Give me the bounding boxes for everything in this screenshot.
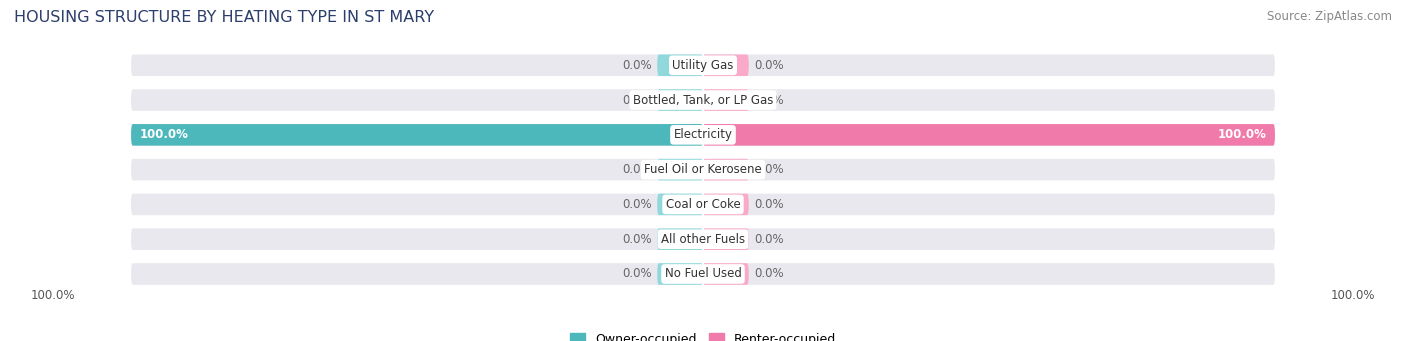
Text: 100.0%: 100.0% xyxy=(1218,128,1267,141)
Text: 100.0%: 100.0% xyxy=(1330,289,1375,302)
FancyBboxPatch shape xyxy=(131,89,703,111)
Text: 100.0%: 100.0% xyxy=(139,128,188,141)
FancyBboxPatch shape xyxy=(131,124,703,146)
Text: 0.0%: 0.0% xyxy=(621,59,651,72)
FancyBboxPatch shape xyxy=(703,55,1275,76)
FancyBboxPatch shape xyxy=(703,159,749,180)
Legend: Owner-occupied, Renter-occupied: Owner-occupied, Renter-occupied xyxy=(565,328,841,341)
FancyBboxPatch shape xyxy=(703,263,1275,285)
FancyBboxPatch shape xyxy=(703,89,1275,111)
Text: 100.0%: 100.0% xyxy=(31,289,76,302)
FancyBboxPatch shape xyxy=(703,55,749,76)
FancyBboxPatch shape xyxy=(657,159,703,180)
Text: Bottled, Tank, or LP Gas: Bottled, Tank, or LP Gas xyxy=(633,93,773,106)
FancyBboxPatch shape xyxy=(657,194,703,215)
Text: Utility Gas: Utility Gas xyxy=(672,59,734,72)
Text: 0.0%: 0.0% xyxy=(755,59,785,72)
FancyBboxPatch shape xyxy=(703,194,749,215)
Text: 0.0%: 0.0% xyxy=(621,233,651,246)
FancyBboxPatch shape xyxy=(703,124,1275,146)
FancyBboxPatch shape xyxy=(131,194,703,215)
Text: Electricity: Electricity xyxy=(673,128,733,141)
FancyBboxPatch shape xyxy=(657,228,703,250)
FancyBboxPatch shape xyxy=(703,124,1275,146)
Text: No Fuel Used: No Fuel Used xyxy=(665,267,741,281)
Text: HOUSING STRUCTURE BY HEATING TYPE IN ST MARY: HOUSING STRUCTURE BY HEATING TYPE IN ST … xyxy=(14,10,434,25)
Text: Coal or Coke: Coal or Coke xyxy=(665,198,741,211)
FancyBboxPatch shape xyxy=(657,89,703,111)
Text: 0.0%: 0.0% xyxy=(621,93,651,106)
Text: 0.0%: 0.0% xyxy=(621,163,651,176)
Text: 0.0%: 0.0% xyxy=(621,198,651,211)
FancyBboxPatch shape xyxy=(703,228,1275,250)
FancyBboxPatch shape xyxy=(131,228,703,250)
FancyBboxPatch shape xyxy=(131,263,703,285)
Text: 0.0%: 0.0% xyxy=(755,267,785,281)
FancyBboxPatch shape xyxy=(657,263,703,285)
FancyBboxPatch shape xyxy=(703,159,1275,180)
FancyBboxPatch shape xyxy=(703,263,749,285)
FancyBboxPatch shape xyxy=(131,124,703,146)
FancyBboxPatch shape xyxy=(131,55,703,76)
Text: Source: ZipAtlas.com: Source: ZipAtlas.com xyxy=(1267,10,1392,23)
FancyBboxPatch shape xyxy=(703,194,1275,215)
Text: 0.0%: 0.0% xyxy=(621,267,651,281)
Text: All other Fuels: All other Fuels xyxy=(661,233,745,246)
FancyBboxPatch shape xyxy=(131,159,703,180)
FancyBboxPatch shape xyxy=(703,228,749,250)
Text: 0.0%: 0.0% xyxy=(755,163,785,176)
Text: Fuel Oil or Kerosene: Fuel Oil or Kerosene xyxy=(644,163,762,176)
Text: 0.0%: 0.0% xyxy=(755,198,785,211)
FancyBboxPatch shape xyxy=(657,55,703,76)
Text: 0.0%: 0.0% xyxy=(755,233,785,246)
Text: 0.0%: 0.0% xyxy=(755,93,785,106)
FancyBboxPatch shape xyxy=(703,89,749,111)
